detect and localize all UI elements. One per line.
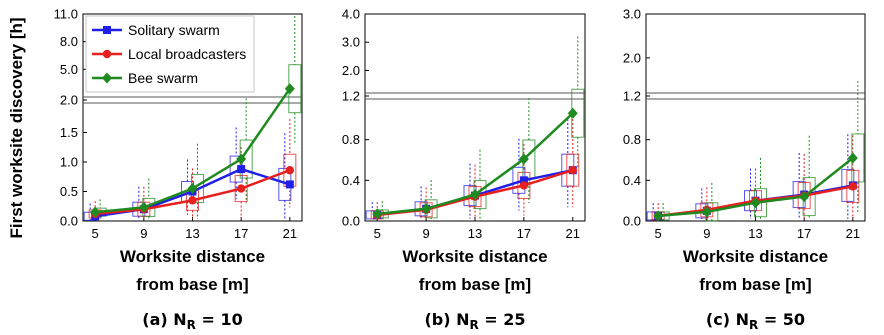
caption-subscript: R [187,318,196,332]
y-tick-label: 1.5 [60,125,78,140]
caption-subscript: R [469,318,478,332]
panel-caption: (a) NR = 10 [142,310,242,332]
x-tick-label: 5 [374,226,381,241]
y-tick-label: 1.2 [342,89,360,104]
y-tick-label: 0.0 [60,214,78,229]
caption-prefix: (a) N [142,310,186,329]
panel-3: 0.0 0.4 0.8 1.2 2.0 3.0 5 9 13 17 21 Worksite dista… [623,7,866,332]
data-point [237,165,246,174]
x-axis-label: Worksite distance [120,247,265,266]
data-point [519,181,529,190]
data-point [187,183,198,195]
data-point [519,176,528,185]
data-point [653,210,664,222]
caption-suffix: = 25 [479,310,526,329]
y-tick-label: 4.0 [342,7,360,22]
panel-1: 0.0 0.5 1.0 1.5 2.0 5.0 8.0 11.0 5 9 13 17 21 Worksit… [54,7,303,332]
x-tick-label: 9 [140,226,147,241]
y-axis-label: First worksite discovery [h] [7,17,26,238]
x-axis-label: Worksite distance [402,247,547,266]
y-tick-label: 5.0 [60,62,78,77]
y-tick-label: 0.8 [623,132,641,147]
data-point [138,201,149,213]
data-point [188,196,197,205]
y-tick-label: 0.0 [623,214,641,229]
caption-suffix: = 10 [196,310,243,329]
panel-2: 0.0 0.4 0.8 1.2 2.0 3.0 4.0 5 9 13 17 21 Worksite di… [342,7,586,332]
x-tick-label: 17 [234,226,248,241]
caption-subscript: R [749,318,758,332]
legend-marker [102,49,112,59]
x-tick-label: 13 [748,226,762,241]
data-point [90,206,101,218]
y-tick-label: 3.0 [342,35,360,50]
x-tick-label: 21 [846,226,860,241]
caption-suffix: = 50 [758,310,805,329]
data-point [701,206,712,218]
legend-label: Solitary swarm [128,22,220,38]
caption-prefix: (b) N [424,310,469,329]
caption-prefix: (c) N [706,310,749,329]
panels: 0.0 0.5 1.0 1.5 2.0 5.0 8.0 11.0 5 9 13 17 21 Worksit… [54,7,866,332]
legend-label: Local broadcasters [128,46,246,62]
data-point [848,182,858,191]
x-tick-label: 21 [283,226,297,241]
data-point [470,189,480,201]
legend-marker [103,26,111,34]
data-point [284,83,295,95]
data-point [421,203,432,215]
y-tick-label: 1.0 [60,155,78,170]
y-tick-label: 0.4 [623,173,641,188]
data-point [285,166,295,175]
y-tick-label: 8.0 [60,34,78,49]
x-tick-label: 13 [185,226,199,241]
x-tick-label: 21 [566,226,580,241]
y-tick-label: 1.2 [623,89,641,104]
y-tick-label: 0.0 [342,214,360,229]
x-tick-label: 9 [703,226,710,241]
y-tick-label: 2.0 [342,63,360,78]
y-tick-label: 0.4 [342,173,360,188]
x-axis-label: from base [m] [419,275,531,294]
x-tick-label: 9 [422,226,429,241]
data-point [568,165,577,175]
panel-caption: (b) NR = 25 [424,310,525,332]
x-axis-label: from base [m] [699,275,811,294]
y-tick-label: 2.0 [623,50,641,65]
legend-marker [102,72,112,84]
y-tick-label: 0.5 [60,184,78,199]
data-point [799,191,810,203]
x-tick-label: 17 [517,226,531,241]
data-point [750,197,761,209]
y-tick-label: 11.0 [54,7,78,22]
data-point [847,152,858,164]
legend: Solitary swarm Local broadcasters Bee swar… [85,15,255,93]
data-point [372,208,383,220]
data-point [518,153,529,165]
panel-caption: (c) NR = 50 [706,310,805,332]
data-point [567,107,578,119]
x-tick-label: 13 [468,226,482,241]
x-axis-label: Worksite distance [683,247,828,266]
x-axis-label: from base [m] [136,275,248,294]
x-tick-label: 17 [797,226,811,241]
y-tick-label: 2.0 [60,93,78,108]
x-tick-label: 5 [655,226,662,241]
x-tick-label: 5 [92,226,99,241]
y-tick-label: 3.0 [623,7,641,22]
y-tick-label: 0.8 [342,132,360,147]
legend-label: Bee swarm [128,70,198,86]
data-point [285,180,294,189]
data-point [236,153,247,165]
data-point [236,184,246,193]
